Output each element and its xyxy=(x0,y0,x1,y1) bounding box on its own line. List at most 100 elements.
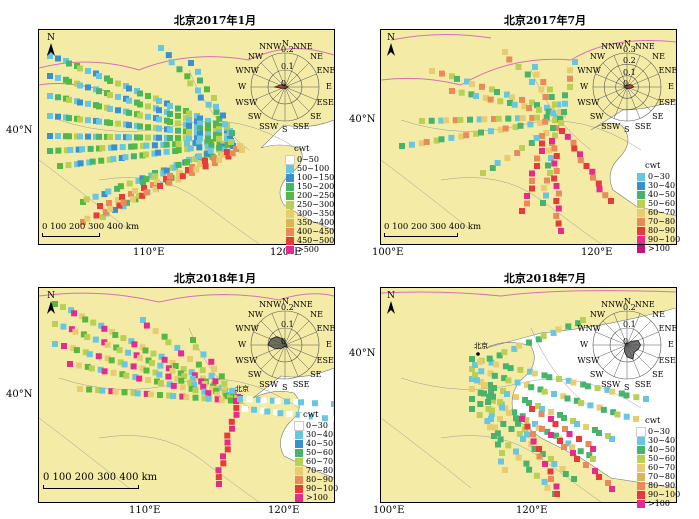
legend-item: 90~100 xyxy=(295,484,338,493)
rose-dir-label: NE xyxy=(652,51,665,61)
rose-spoke xyxy=(626,313,641,346)
legend-item: >100 xyxy=(637,499,680,508)
lon-label-3b: 120°E xyxy=(268,505,300,516)
rose-ring-label: 0.1 xyxy=(281,62,294,71)
rose-dir-label: ENE xyxy=(316,65,336,75)
rose-spoke xyxy=(602,62,628,88)
legend-title: cwt xyxy=(645,416,661,426)
rose-dir-label: SSW xyxy=(259,121,279,131)
province-line xyxy=(381,417,472,489)
province-line xyxy=(440,177,602,244)
rose-dir-label: SE xyxy=(310,112,322,122)
legend-item: 60~70 xyxy=(637,208,680,217)
legend-item: 80~90 xyxy=(637,481,680,490)
trajectory-cells xyxy=(502,49,578,115)
trajectory-cells xyxy=(158,45,235,136)
rose-dir-label: WSW xyxy=(235,356,258,366)
rose-spoke xyxy=(284,62,310,88)
legend-item: 50~60 xyxy=(295,448,338,457)
rose-spoke xyxy=(602,344,628,370)
rose-spoke xyxy=(626,62,652,88)
lon-label-1a: 110°E xyxy=(133,247,165,258)
lat-label-2: 40°N xyxy=(349,114,376,125)
legend-item: 60~70 xyxy=(295,457,338,466)
rose-spoke xyxy=(271,344,286,377)
rose-spoke xyxy=(284,73,317,88)
legend-item: 70~80 xyxy=(295,466,338,475)
sea-area xyxy=(260,119,334,231)
rose-ring-label: 0.1 xyxy=(623,67,636,77)
rose-dir-label: NW xyxy=(589,51,606,61)
rose-dir-label: ENE xyxy=(658,65,678,75)
legend-item: 70~80 xyxy=(637,217,680,226)
rose-ring-label: 0.2 xyxy=(281,303,294,312)
map-panel-2017-07 xyxy=(380,29,677,245)
legend-item: 40~50 xyxy=(637,190,680,199)
legend-4: cwt 0~30 30~40 40~50 50~60 60~70 70~80 80~90 90~… xyxy=(636,416,680,508)
trajectory-cells xyxy=(140,317,243,401)
panel-title-3: 北京2018年1月 xyxy=(173,272,257,285)
rose-ring-label: 0.2 xyxy=(623,56,636,66)
rose-dir-label: NE xyxy=(310,51,323,61)
rose-dir-label: SSE xyxy=(292,379,310,389)
legend-3: cwt 0~30 30~40 40~50 50~60 60~70 70~80 80~90 90~… xyxy=(294,411,338,502)
rose-spoke xyxy=(602,86,628,112)
rose-spoke xyxy=(595,73,628,88)
trajectory-cells xyxy=(472,317,586,473)
province-line xyxy=(98,435,260,502)
rose-dir-label: E xyxy=(326,82,332,91)
lon-label-4a: 100°E xyxy=(373,505,405,516)
rose-spoke xyxy=(284,344,317,359)
sea-area xyxy=(590,99,676,217)
legend-item: 30~40 xyxy=(295,430,338,439)
rose-dir-label: ESE xyxy=(658,98,676,108)
rose-shape xyxy=(273,82,290,90)
rose-shape xyxy=(267,336,289,350)
rose-dir-label: ENE xyxy=(316,323,336,333)
rose-spoke xyxy=(613,55,628,88)
rose-dir-label: SW xyxy=(247,370,262,380)
legend-item: 450~500 xyxy=(286,236,334,245)
rose-dir-label: SE xyxy=(652,112,664,122)
sea-area xyxy=(252,367,334,479)
lon-label-2b: 120°E xyxy=(581,247,613,258)
province-line xyxy=(381,159,472,231)
rose-dir-label: ENE xyxy=(658,323,678,333)
rose-dir-label: SSW xyxy=(259,379,279,389)
rose-spoke xyxy=(613,86,628,119)
rose-dir-label: ESE xyxy=(316,356,334,366)
lon-label-2a: 100°E xyxy=(372,247,404,258)
rose-ring-label: 0 xyxy=(281,337,287,346)
legend-item: 90~100 xyxy=(637,490,680,499)
rose-dir-label: NNE xyxy=(292,300,313,310)
scale-bar-3: 0 100 200 300 400 km xyxy=(43,472,157,489)
trajectory-cells xyxy=(215,398,240,487)
rose-ring-label: 0.2 xyxy=(281,45,294,54)
rose-dir-label: NW xyxy=(247,309,264,319)
map-panel-2017-01 xyxy=(38,29,335,245)
rose-dir-label: SSW xyxy=(601,121,621,131)
rose-dir-label: NNE xyxy=(634,42,655,52)
rose-dir-label: N xyxy=(624,297,631,306)
rose-dir-label: W xyxy=(580,82,589,91)
wind-rose-4: 0.2 0.1 0 N NNE NE ENE E ESE SE SSE S SSW SW WSW W WNW NW… xyxy=(577,293,677,393)
rose-dir-label: NNW xyxy=(259,300,282,310)
legend-item: 50~60 xyxy=(637,454,680,463)
legend-2: cwt 0~30 30~40 40~50 50~60 60~70 70~80 80~90 90~… xyxy=(637,162,680,253)
rose-dir-label: SW xyxy=(589,112,604,122)
rose-dir-label: SW xyxy=(247,112,262,122)
national-border xyxy=(381,290,676,297)
north-arrow-icon-4: N xyxy=(384,291,398,318)
beijing-label-4: 北京 xyxy=(474,342,488,350)
trajectory-cells xyxy=(97,143,243,209)
rose-spoke xyxy=(284,86,317,101)
lat-label-4: 40°N xyxy=(349,348,376,359)
rose-spoke xyxy=(284,331,317,346)
legend-item: 400~450 xyxy=(286,227,334,236)
north-arrow-icon-1: N xyxy=(44,33,58,60)
rose-dir-label: NNW xyxy=(601,300,624,310)
rose-ring-label: 0 xyxy=(281,79,287,88)
trajectory-cells xyxy=(80,147,245,225)
north-arrow-icon-2: N xyxy=(384,33,398,60)
rose-dir-label: ESE xyxy=(316,98,334,108)
